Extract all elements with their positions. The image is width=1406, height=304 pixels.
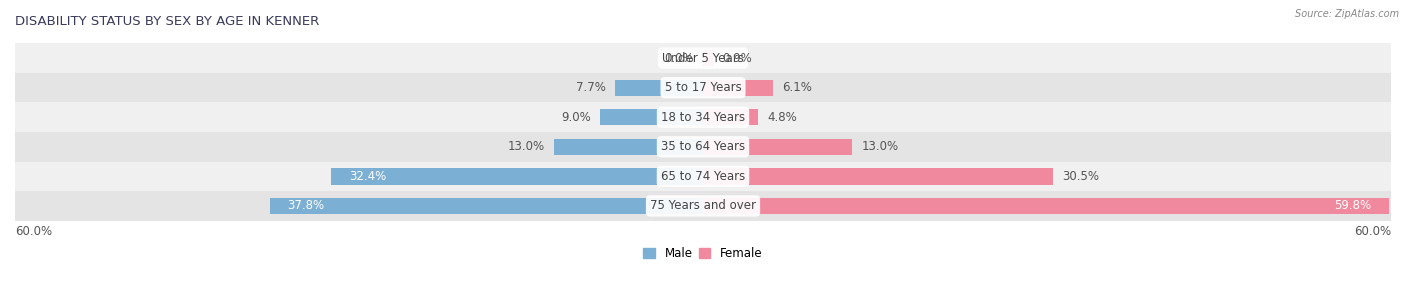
- Bar: [703, 50, 713, 66]
- Text: 6.1%: 6.1%: [782, 81, 813, 94]
- Bar: [15, 43, 1391, 73]
- Text: 0.0%: 0.0%: [664, 52, 693, 65]
- Text: Under 5 Years: Under 5 Years: [662, 52, 744, 65]
- Bar: [703, 168, 1053, 185]
- Text: 60.0%: 60.0%: [15, 225, 52, 238]
- Bar: [703, 109, 758, 125]
- Text: 60.0%: 60.0%: [1354, 225, 1391, 238]
- Bar: [15, 162, 1391, 191]
- Text: 30.5%: 30.5%: [1062, 170, 1099, 183]
- Bar: [332, 168, 703, 185]
- Bar: [554, 139, 703, 155]
- Bar: [15, 191, 1391, 221]
- Bar: [270, 198, 703, 214]
- Text: 59.8%: 59.8%: [1334, 199, 1371, 212]
- Text: DISABILITY STATUS BY SEX BY AGE IN KENNER: DISABILITY STATUS BY SEX BY AGE IN KENNE…: [15, 15, 319, 28]
- Text: 65 to 74 Years: 65 to 74 Years: [661, 170, 745, 183]
- Bar: [15, 73, 1391, 102]
- Text: 18 to 34 Years: 18 to 34 Years: [661, 111, 745, 124]
- Text: 9.0%: 9.0%: [561, 111, 591, 124]
- Text: 7.7%: 7.7%: [575, 81, 606, 94]
- Bar: [15, 102, 1391, 132]
- Bar: [703, 139, 852, 155]
- Text: 37.8%: 37.8%: [287, 199, 323, 212]
- Text: 75 Years and over: 75 Years and over: [650, 199, 756, 212]
- Text: 32.4%: 32.4%: [349, 170, 385, 183]
- Text: 13.0%: 13.0%: [862, 140, 898, 153]
- Bar: [703, 80, 773, 96]
- Bar: [600, 109, 703, 125]
- Text: 5 to 17 Years: 5 to 17 Years: [665, 81, 741, 94]
- Legend: Male, Female: Male, Female: [644, 247, 762, 260]
- Text: Source: ZipAtlas.com: Source: ZipAtlas.com: [1295, 9, 1399, 19]
- Bar: [15, 132, 1391, 162]
- Bar: [703, 198, 1389, 214]
- Text: 13.0%: 13.0%: [508, 140, 544, 153]
- Text: 35 to 64 Years: 35 to 64 Years: [661, 140, 745, 153]
- Text: 0.9%: 0.9%: [723, 52, 752, 65]
- Bar: [614, 80, 703, 96]
- Text: 4.8%: 4.8%: [768, 111, 797, 124]
